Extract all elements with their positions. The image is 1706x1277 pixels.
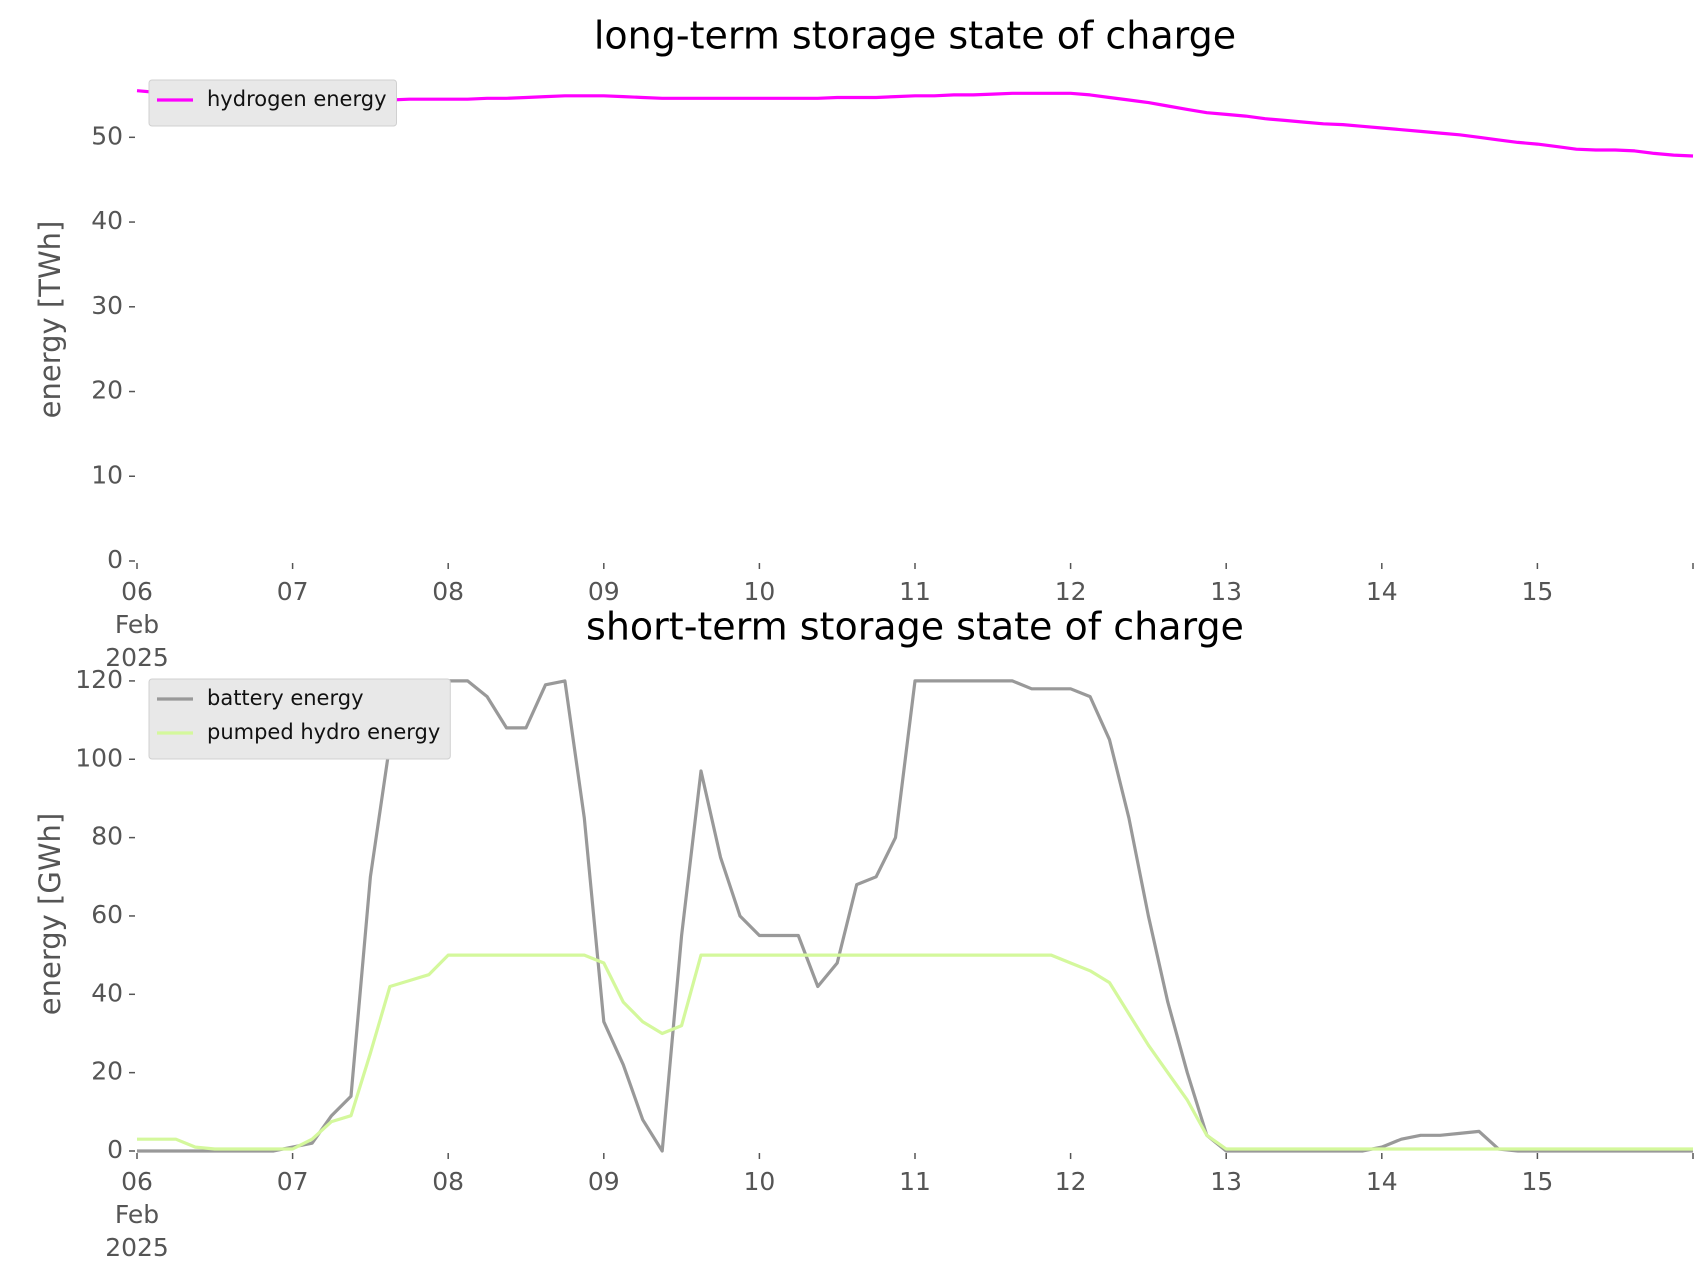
x-tick-label: 12 bbox=[1055, 1167, 1087, 1196]
x-tick-label: Feb bbox=[115, 610, 159, 639]
chart-title: short-term storage state of charge bbox=[586, 605, 1244, 649]
y-tick-label: 0 bbox=[107, 1135, 123, 1164]
legend-label: hydrogen energy bbox=[207, 87, 387, 111]
x-tick-label: 06 bbox=[121, 1167, 153, 1196]
x-tick-label: 07 bbox=[277, 577, 309, 606]
x-tick-label: 08 bbox=[432, 577, 464, 606]
legend-box bbox=[148, 79, 397, 127]
x-tick-label: 14 bbox=[1366, 1167, 1398, 1196]
x-tick-label: Feb bbox=[115, 1200, 159, 1229]
y-tick-label: 120 bbox=[75, 665, 123, 694]
x-tick-label: 13 bbox=[1210, 577, 1242, 606]
x-tick-label: 2025 bbox=[105, 643, 169, 672]
legend: battery energy pumped hydro energy bbox=[148, 678, 451, 760]
x-tick-label: 11 bbox=[899, 1167, 931, 1196]
y-tick-label: 40 bbox=[91, 206, 123, 235]
x-tick-label: 09 bbox=[588, 577, 620, 606]
y-tick-label: 10 bbox=[91, 460, 123, 489]
x-tick-label: 09 bbox=[588, 1167, 620, 1196]
chart-title: long-term storage state of charge bbox=[594, 14, 1236, 58]
y-tick-label: 60 bbox=[91, 900, 123, 929]
y-tick-label: 20 bbox=[91, 1057, 123, 1086]
x-tick-label: 07 bbox=[277, 1167, 309, 1196]
x-tick-label: 15 bbox=[1521, 1167, 1553, 1196]
x-tick-label: 12 bbox=[1055, 577, 1087, 606]
x-tick-label: 10 bbox=[743, 577, 775, 606]
x-tick-label: 08 bbox=[432, 1167, 464, 1196]
x-tick-label: 11 bbox=[899, 577, 931, 606]
line-series bbox=[137, 953, 1693, 1151]
legend-label: pumped hydro energy bbox=[207, 720, 440, 744]
y-tick-label: 50 bbox=[91, 121, 123, 150]
legend-box bbox=[148, 678, 451, 760]
y-tick-label: 80 bbox=[91, 822, 123, 851]
legend-label: battery energy bbox=[207, 686, 364, 710]
x-tick-label: 13 bbox=[1210, 1167, 1242, 1196]
x-tick-label: 06 bbox=[121, 577, 153, 606]
y-tick-label: 30 bbox=[91, 291, 123, 320]
x-tick-label: 15 bbox=[1521, 577, 1553, 606]
legend: hydrogen energy bbox=[148, 79, 397, 127]
x-tick-label: 10 bbox=[743, 1167, 775, 1196]
y-axis-label: energy [TWh] bbox=[33, 221, 67, 419]
x-tick-label: 2025 bbox=[105, 1233, 169, 1262]
y-tick-label: 0 bbox=[107, 545, 123, 574]
y-tick-label: 20 bbox=[91, 376, 123, 405]
x-tick-label: 14 bbox=[1366, 577, 1398, 606]
y-tick-label: 100 bbox=[75, 743, 123, 772]
y-axis-label: energy [GWh] bbox=[33, 813, 67, 1015]
y-tick-label: 40 bbox=[91, 978, 123, 1007]
